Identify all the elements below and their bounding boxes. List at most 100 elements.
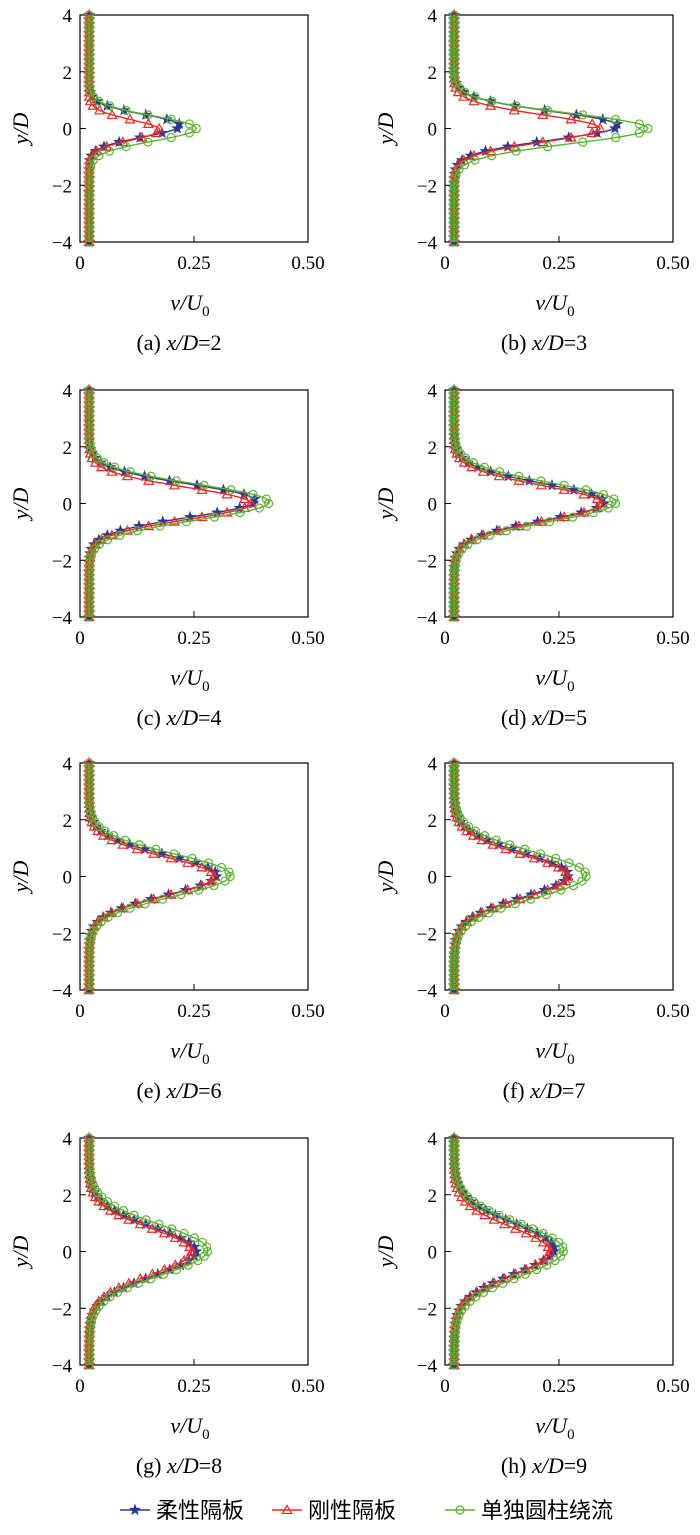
data-point [520, 1263, 532, 1274]
series-line [88, 15, 198, 242]
data-point [132, 526, 142, 536]
data-point [121, 142, 131, 152]
data-point [112, 908, 123, 918]
data-point [179, 1228, 189, 1238]
data-point [86, 444, 96, 454]
data-point [84, 417, 94, 427]
data-point [84, 426, 94, 436]
subplot-caption: (e) x/D=6 [136, 1078, 221, 1103]
series-line [453, 15, 601, 242]
subplot-h: 0 0.25 0.50 −4 −2 0 2 4 y/D v/U0 (h) x/D=9 [373, 1129, 690, 1478]
y-tick-label: −4 [52, 233, 73, 254]
y-tick-label: −2 [52, 551, 72, 572]
y-tick-label: −4 [417, 981, 438, 1002]
data-point [556, 885, 566, 895]
y-tick-label: −2 [52, 1299, 72, 1320]
y-tick-label: −2 [417, 176, 437, 197]
data-point [235, 507, 245, 518]
y-tick-label: −2 [417, 924, 437, 945]
data-point [84, 1160, 95, 1170]
data-point [84, 1342, 94, 1352]
data-point [450, 73, 460, 84]
data-point [480, 831, 490, 841]
data-point [84, 1133, 94, 1143]
data-point [451, 169, 461, 179]
y-tick-label: 0 [63, 495, 73, 516]
data-point [449, 1142, 459, 1152]
data-point [169, 1232, 181, 1242]
y-tick-label: 0 [63, 868, 73, 889]
data-point [450, 1160, 460, 1170]
data-point [470, 155, 480, 165]
series-circle [84, 385, 274, 622]
data-point [86, 160, 96, 170]
data-point [84, 762, 94, 773]
data-point [84, 758, 94, 768]
data-point [464, 821, 474, 832]
data-point [542, 857, 554, 867]
subplot-b: 0 0.25 0.50 −4 −2 0 2 4 y/D v/U0 (b) x/D=3 [373, 6, 690, 355]
series-circle [449, 10, 653, 247]
data-point [209, 880, 219, 891]
data-point [84, 55, 94, 66]
y-tick-label: 2 [428, 811, 438, 832]
data-point [125, 467, 135, 477]
series-line [88, 15, 161, 242]
data-point [84, 1346, 94, 1356]
data-point [453, 930, 464, 941]
data-point [84, 78, 94, 88]
x-tick-label: 0.50 [291, 1001, 324, 1022]
data-point [578, 110, 588, 120]
subplot-caption: (f) x/D=7 [503, 1078, 586, 1103]
data-point [140, 899, 150, 909]
data-point [449, 1133, 459, 1143]
data-point [94, 96, 104, 106]
data-point [205, 866, 217, 877]
x-tick-label: 0 [440, 253, 450, 274]
data-point [84, 1156, 94, 1166]
data-point [96, 917, 106, 927]
series-triangle [448, 757, 574, 995]
data-point [634, 128, 644, 138]
data-point [493, 524, 505, 535]
data-point [449, 980, 459, 991]
data-point [84, 962, 94, 972]
data-point [84, 237, 94, 247]
subplot-caption: (b) x/D=3 [501, 330, 587, 355]
data-point [84, 196, 94, 206]
y-tick-label: 0 [63, 120, 73, 141]
data-point [450, 557, 460, 568]
data-point [196, 861, 208, 872]
data-point [472, 535, 482, 545]
data-point [505, 1215, 515, 1225]
data-point [468, 1196, 479, 1207]
series-line [88, 763, 218, 990]
data-point [508, 140, 520, 151]
x-tick-label: 0 [440, 628, 450, 649]
subplot-caption: (h) x/D=9 [501, 1453, 587, 1478]
data-point [496, 903, 506, 913]
data-point [165, 888, 177, 899]
data-point [84, 566, 94, 577]
data-point [84, 385, 94, 395]
data-point [134, 1218, 146, 1229]
subplot-d: 0 0.25 0.50 −4 −2 0 2 4 y/D v/U0 (d) x/D=5 [373, 381, 690, 730]
x-tick-label: 0.25 [177, 1376, 210, 1397]
x-tick-label: 0.50 [291, 1376, 324, 1397]
data-point [84, 603, 94, 613]
data-point [84, 576, 94, 586]
data-point [449, 42, 459, 52]
data-point [471, 826, 481, 836]
data-point [118, 1206, 129, 1216]
data-point [450, 435, 460, 445]
data-point [528, 852, 540, 863]
data-point [131, 897, 143, 908]
data-point [154, 1219, 164, 1229]
legend-label: 刚性隔板 [308, 1499, 396, 1524]
y-tick-label: 4 [428, 754, 438, 775]
x-tick-label: 0 [440, 1376, 450, 1397]
data-point [187, 853, 197, 863]
x-tick-label: 0.25 [177, 1001, 210, 1022]
data-point [611, 132, 621, 143]
y-tick-label: 4 [63, 6, 73, 27]
